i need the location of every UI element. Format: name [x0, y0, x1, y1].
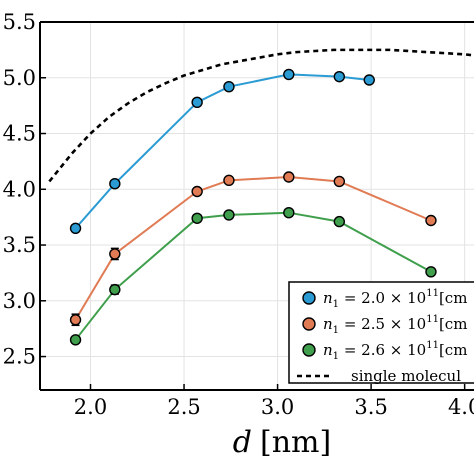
legend-sup-1: 11 — [426, 314, 439, 325]
series-2-point-1 — [109, 283, 121, 296]
series-0-point-0 — [69, 222, 82, 235]
legend-sup-2: 11 — [426, 340, 439, 351]
series-1-point-0 — [69, 314, 82, 326]
series-2-point-3 — [223, 209, 235, 221]
x-axis-unit: [nm] — [260, 425, 331, 460]
series-3-line — [48, 48, 474, 183]
legend-entry-2: n1 = 2.6 × 1011[cm — [323, 340, 467, 362]
y-tick-label-1: 3.0 — [3, 289, 36, 313]
legend-var-2: n — [323, 341, 333, 359]
y-tick-label-0: 2.5 — [3, 345, 36, 369]
series-0-point-1 — [109, 177, 121, 190]
series-0-point-3 — [223, 80, 235, 93]
legend-sup-0: 11 — [426, 288, 439, 299]
y-tick-label-4: 4.5 — [3, 122, 36, 146]
series-0-point-6 — [363, 74, 375, 86]
x-tick-label-1: 2.5 — [167, 395, 200, 419]
legend-text-3: single molecul — [351, 367, 461, 385]
legend-var-0: n — [323, 289, 333, 307]
series-0-point-2 — [191, 96, 203, 108]
x-tick-label-3: 3.5 — [354, 395, 387, 419]
legend-entry-3: single molecul — [351, 367, 461, 385]
x-tick-label-2: 3.0 — [261, 395, 294, 419]
series-2-point-2 — [191, 212, 203, 224]
series-layer — [48, 48, 474, 346]
legend-text-2: = 2.6 × 10 — [339, 341, 426, 359]
legend-box — [288, 281, 474, 384]
y-tick-label-6: 5.5 — [3, 10, 36, 34]
legend-swatch-1 — [302, 317, 316, 331]
legend-sub-1: 1 — [333, 325, 339, 336]
legend-var-1: n — [323, 315, 333, 333]
x-tick-label-4: 4.0 — [448, 395, 474, 419]
legend-text-0: = 2.0 × 10 — [339, 289, 426, 307]
legend-entry-1: n1 = 2.5 × 1011[cm — [323, 314, 467, 336]
legend-text-1: = 2.5 × 10 — [339, 315, 426, 333]
x-axis-symbol: d — [233, 425, 252, 460]
series-1-point-3 — [223, 174, 235, 187]
series-0-line — [74, 73, 370, 229]
axes — [39, 21, 474, 391]
y-tick-label-2: 3.5 — [3, 233, 36, 257]
series-1-point-4 — [283, 171, 295, 183]
legend-rest-2: [cm — [439, 341, 467, 359]
y-tick-label-3: 4.0 — [3, 177, 36, 201]
series-1-point-1 — [109, 248, 121, 260]
legend-rest-0: [cm — [439, 289, 467, 307]
series-2-point-4 — [283, 206, 295, 219]
series-2-point-6 — [425, 266, 437, 278]
series-2-point-5 — [333, 215, 346, 228]
series-1-point-5 — [333, 175, 346, 188]
legend-sub-0: 1 — [333, 299, 339, 310]
series-0-point-4 — [283, 68, 295, 81]
legend-swatch-2 — [302, 343, 316, 357]
legend-sub-2: 1 — [333, 351, 339, 362]
legend-swatch-0 — [302, 291, 316, 305]
series-1-point-2 — [191, 185, 203, 198]
series-0-point-5 — [333, 70, 346, 83]
y-tick-label-5: 5.0 — [3, 66, 36, 90]
x-axis-label: d [nm] — [233, 425, 331, 460]
legend-entry-0: n1 = 2.0 × 1011[cm — [323, 288, 467, 310]
x-tick-label-0: 2.0 — [74, 395, 107, 419]
series-2-point-0 — [69, 334, 82, 346]
legend-rest-1: [cm — [439, 315, 467, 333]
series-1-point-6 — [425, 214, 437, 227]
tick-labels: 2.0 2.5 3.0 3.5 4.0 2.5 3.0 3.5 4.0 4.5 5.0 5.5 — [3, 10, 474, 419]
